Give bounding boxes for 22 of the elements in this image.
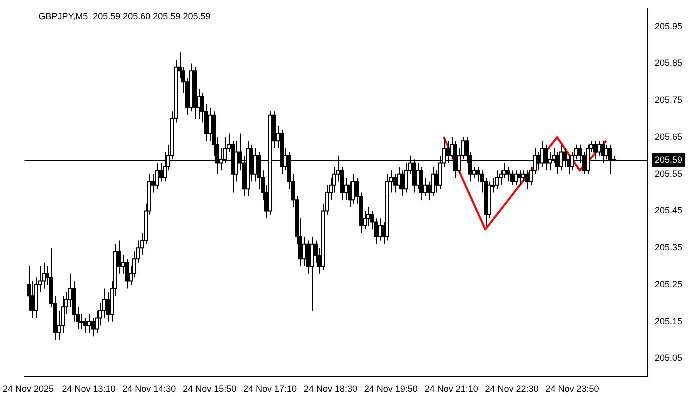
x-tick-label: 24 Nov 21:10 <box>424 384 478 394</box>
x-tick-label: 24 Nov 22:30 <box>485 384 539 394</box>
x-tick-label: 24 Nov 17:10 <box>244 384 298 394</box>
y-tick-label: 205.45 <box>655 206 683 216</box>
y-tick-label: 205.75 <box>655 95 683 106</box>
x-tick-label: 24 Nov 15:50 <box>183 384 237 394</box>
x-tick-label: 24 Nov 2025 <box>3 384 54 394</box>
x-tick-label: 24 Nov 19:50 <box>364 384 418 394</box>
y-tick-label: 205.85 <box>655 58 683 68</box>
x-tick-label: 24 Nov 23:50 <box>546 384 600 394</box>
chart-title: GBPJPY,M5 205.59 205.60 205.59 205.59 <box>38 11 211 22</box>
y-tick-label: 205.65 <box>655 132 683 142</box>
y-tick-label: 205.15 <box>655 316 683 326</box>
x-tick-label: 24 Nov 18:30 <box>304 384 358 394</box>
y-tick-label: 205.35 <box>655 242 683 253</box>
y-tick-label: 205.25 <box>655 279 683 290</box>
ref-line-label: 205.59 <box>655 154 683 165</box>
x-tick-label: 24 Nov 13:10 <box>62 384 116 394</box>
y-tick-label: 205.05 <box>655 353 683 364</box>
y-tick-label: 205.55 <box>655 168 683 179</box>
y-tick-label: 205.95 <box>655 21 683 32</box>
x-tick-label: 24 Nov 14:30 <box>122 384 176 394</box>
